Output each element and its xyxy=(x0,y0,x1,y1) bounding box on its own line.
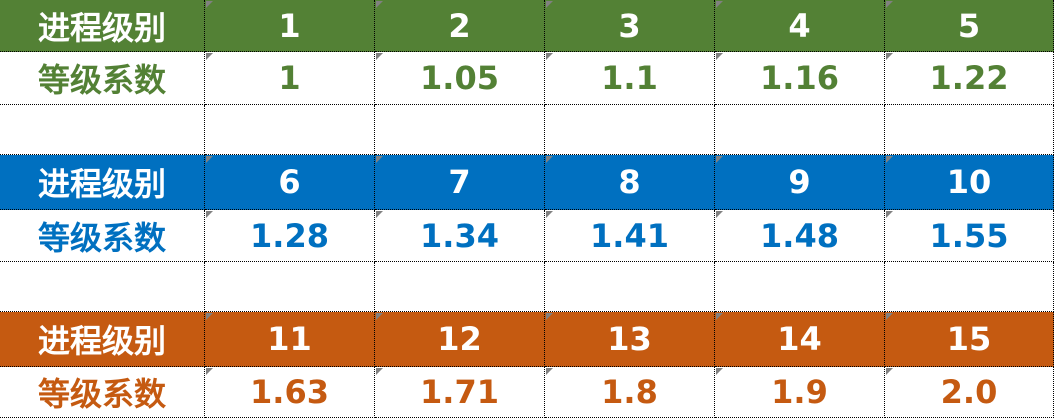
coefficient: 1.22 xyxy=(885,52,1054,105)
level: 6 xyxy=(205,155,375,210)
empty-cell xyxy=(205,262,375,312)
coef-label: 等级系数 xyxy=(0,367,205,418)
coefficient: 1.55 xyxy=(885,210,1054,262)
empty-cell xyxy=(545,105,715,155)
empty-cell xyxy=(885,262,1054,312)
empty-cell xyxy=(0,105,205,155)
empty-cell xyxy=(715,105,885,155)
empty-cell xyxy=(375,262,545,312)
coefficient: 1.41 xyxy=(545,210,715,262)
coef-label: 等级系数 xyxy=(0,52,205,105)
level: 13 xyxy=(545,312,715,367)
coefficient: 1.16 xyxy=(715,52,885,105)
level: 5 xyxy=(885,0,1054,52)
level: 9 xyxy=(715,155,885,210)
level: 4 xyxy=(715,0,885,52)
level-label: 进程级别 xyxy=(0,0,205,52)
level: 2 xyxy=(375,0,545,52)
empty-cell xyxy=(545,262,715,312)
level: 15 xyxy=(885,312,1054,367)
empty-cell xyxy=(715,262,885,312)
coefficient: 2.0 xyxy=(885,367,1054,418)
coef-label: 等级系数 xyxy=(0,210,205,262)
level: 7 xyxy=(375,155,545,210)
level: 12 xyxy=(375,312,545,367)
coefficient: 1.71 xyxy=(375,367,545,418)
level: 14 xyxy=(715,312,885,367)
coefficient: 1.34 xyxy=(375,210,545,262)
level: 3 xyxy=(545,0,715,52)
coefficient: 1.8 xyxy=(545,367,715,418)
level: 11 xyxy=(205,312,375,367)
coefficient: 1.63 xyxy=(205,367,375,418)
coefficient: 1.05 xyxy=(375,52,545,105)
empty-cell xyxy=(375,105,545,155)
level: 8 xyxy=(545,155,715,210)
coefficient: 1.28 xyxy=(205,210,375,262)
coefficient: 1.48 xyxy=(715,210,885,262)
level: 10 xyxy=(885,155,1054,210)
empty-cell xyxy=(205,105,375,155)
coefficient: 1.1 xyxy=(545,52,715,105)
coefficient: 1.9 xyxy=(715,367,885,418)
level-label: 进程级别 xyxy=(0,312,205,367)
empty-cell xyxy=(0,262,205,312)
level: 1 xyxy=(205,0,375,52)
coefficient: 1 xyxy=(205,52,375,105)
level-label: 进程级别 xyxy=(0,155,205,210)
empty-cell xyxy=(885,105,1054,155)
